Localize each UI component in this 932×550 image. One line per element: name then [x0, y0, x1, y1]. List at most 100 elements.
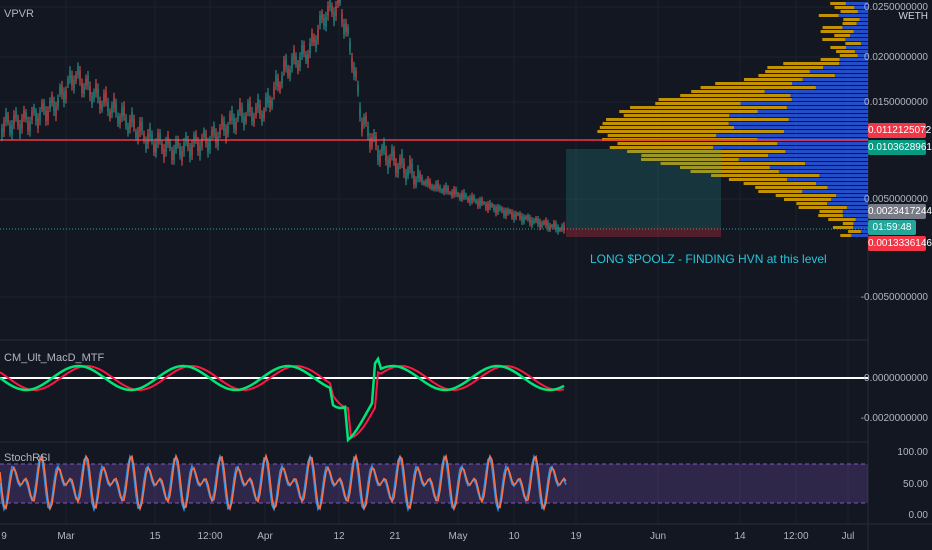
price-candle-body [397, 167, 398, 175]
price-candle-body [359, 107, 360, 117]
volume-bar-down [821, 30, 854, 33]
price-candle-body [469, 197, 470, 203]
price-candle-body [323, 18, 324, 26]
price-candle-body [487, 204, 488, 210]
price-candle-body [291, 58, 292, 68]
volume-bar-up [816, 86, 868, 89]
price-candle-body [495, 208, 496, 214]
bar-countdown-tag: 01:59:48 [868, 220, 916, 235]
price-candle-body [561, 225, 562, 229]
price-candle-body [401, 154, 402, 164]
price-candle-body [285, 58, 286, 67]
volume-bar-down [819, 14, 839, 17]
price-candle-body [159, 133, 160, 141]
volume-bar-down [630, 106, 787, 109]
price-candle-body [505, 211, 506, 217]
indicator-label-vpvr[interactable]: VPVR [4, 8, 34, 20]
annotation-text[interactable]: LONG $POOLZ - FINDING HVN at this level [590, 252, 827, 266]
price-candle-body [459, 195, 460, 199]
price-candle-body [201, 138, 202, 146]
price-candle-body [385, 151, 386, 161]
volume-bar-down [606, 118, 789, 121]
volume-bar-up [810, 70, 868, 73]
volume-bar-down [840, 234, 851, 237]
price-candle-body [115, 103, 116, 112]
price-candle-body [499, 206, 500, 209]
volume-bar-up [734, 126, 868, 129]
price-candle-body [477, 201, 478, 206]
price-candle-body [345, 23, 346, 32]
price-candle-body [77, 66, 78, 74]
price-candle-body [555, 224, 556, 230]
price-candle-body [255, 107, 256, 115]
volume-bar-up [850, 34, 868, 37]
price-candle-body [503, 210, 504, 216]
price-candle-body [99, 101, 100, 110]
volume-bar-down [821, 58, 840, 61]
volume-bar-down [765, 70, 810, 73]
price-candle-body [205, 134, 206, 143]
price-candle-body [453, 189, 454, 195]
long-position-stop-zone[interactable] [566, 227, 721, 237]
price-candle-body [101, 104, 102, 110]
target-price-tag[interactable]: 0.0103628961 [868, 140, 926, 155]
indicator-label-stochrsi[interactable]: StochRSI [4, 452, 50, 464]
volume-bar-down [610, 146, 713, 149]
volume-bar-up [846, 46, 868, 49]
price-candle-body [117, 116, 118, 123]
current-price-tag[interactable]: 0.0023417244 [868, 204, 926, 219]
price-candle-body [139, 122, 140, 132]
volume-bar-down [711, 174, 819, 177]
volume-bar-up [853, 222, 868, 225]
price-candle-body [525, 216, 526, 219]
price-candle-body [497, 207, 498, 213]
price-candle-body [239, 103, 240, 112]
price-candle-body [29, 122, 30, 132]
volume-bar-up [787, 106, 868, 109]
volume-bar-down [784, 198, 831, 201]
price-candle-body [343, 24, 344, 34]
price-candle-body [215, 133, 216, 143]
volume-bar-up [805, 162, 868, 165]
volume-bar-down [843, 18, 859, 21]
price-candle-body [449, 192, 450, 194]
resistance-price-tag[interactable]: 0.0112125072 [868, 123, 926, 138]
volume-bar-down [841, 10, 858, 13]
volume-bar-down [744, 78, 803, 81]
stop-price-tag[interactable]: 0.0013336146 [868, 236, 926, 251]
volume-bar-up [827, 202, 868, 205]
price-candle-body [69, 70, 70, 79]
volume-bar-down [617, 142, 777, 145]
price-candle-body [289, 70, 290, 78]
price-candle-body [113, 98, 114, 108]
price-candle-body [433, 186, 434, 189]
volume-bar-down [701, 86, 816, 89]
price-candle-body [473, 196, 474, 200]
price-candle-body [9, 125, 10, 133]
price-candle-body [181, 151, 182, 161]
long-position-target-zone[interactable] [566, 149, 721, 227]
volume-bar-up [803, 78, 868, 81]
price-candle-body [327, 6, 328, 16]
volume-bar-up [845, 38, 868, 41]
volume-bar-up [790, 94, 868, 97]
price-candle-body [75, 74, 76, 81]
price-candle-body [435, 183, 436, 189]
price-candle-body [37, 118, 38, 128]
price-candle-body [3, 122, 4, 132]
volume-bar-up [792, 82, 868, 85]
price-candle-body [523, 217, 524, 222]
price-candle-body [283, 61, 284, 71]
price-candle-body [195, 134, 196, 141]
price-candle-body [203, 131, 204, 137]
volume-bar-up [842, 26, 868, 29]
volume-bar-down [783, 62, 839, 65]
price-candle-body [413, 176, 414, 185]
indicator-label-macd[interactable]: CM_Ult_MacD_MTF [4, 352, 104, 364]
price-candle-body [67, 79, 68, 85]
price-candle-body [143, 134, 144, 141]
volume-bar-down [840, 54, 858, 57]
price-candle-body [361, 122, 362, 132]
